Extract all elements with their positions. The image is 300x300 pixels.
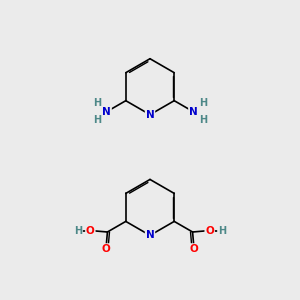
Text: O: O [86, 226, 95, 236]
Text: H: H [93, 98, 101, 108]
Text: N: N [189, 107, 198, 117]
Text: N: N [146, 230, 154, 240]
Text: H: H [199, 98, 207, 108]
Text: H: H [93, 115, 101, 125]
Text: H: H [74, 226, 82, 236]
Text: N: N [146, 110, 154, 120]
Text: N: N [102, 107, 111, 117]
Text: O: O [205, 226, 214, 236]
Text: H: H [199, 115, 207, 125]
Text: H: H [218, 226, 226, 236]
Text: O: O [102, 244, 110, 254]
Text: O: O [190, 244, 198, 254]
